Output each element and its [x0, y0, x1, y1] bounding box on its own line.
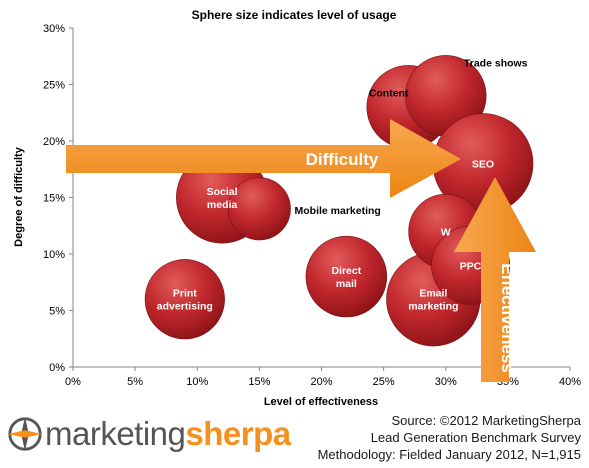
bubble-label: marketing	[408, 301, 458, 313]
bubble-label: mail	[336, 278, 357, 290]
y-tick-label: 0%	[49, 362, 65, 374]
source-note: Source: ©2012 MarketingSherpa Lead Gener…	[318, 412, 581, 463]
bubble-label: W	[441, 226, 451, 238]
y-tick-label: 20%	[43, 136, 65, 148]
effectiveness-arrow-label: Effectiveness	[498, 263, 517, 373]
y-tick-label: 5%	[49, 306, 65, 318]
marketingsherpa-logo: marketingsherpa	[6, 412, 291, 456]
source-line-3: Methodology: Fielded January 2012, N=1,9…	[317, 447, 581, 462]
y-axis-title: Degree of difficulty	[13, 146, 25, 247]
chart-title: Sphere size indicates level of usage	[192, 8, 397, 22]
difficulty-arrow: Difficulty	[66, 119, 461, 198]
bubble-label: advertising	[157, 301, 213, 313]
bubble-label: Trade shows	[464, 58, 528, 70]
x-tick-label: 30%	[435, 376, 457, 388]
logo-text-sherpa: sherpa	[185, 415, 291, 452]
bubble-label: Direct	[331, 265, 361, 277]
bubble-label: media	[207, 199, 238, 211]
source-line-2: Lead Generation Benchmark Survey	[370, 430, 581, 445]
bubble-mobile-marketing	[227, 177, 291, 241]
effectiveness-arrow-shape	[454, 177, 536, 382]
x-axis-title: Level of effectiveness	[264, 396, 378, 408]
y-tick-label: 25%	[43, 80, 65, 92]
bubble-label: Content	[369, 88, 409, 100]
x-tick-label: 5%	[127, 376, 143, 388]
source-line-1: Source: ©2012 MarketingSherpa	[391, 413, 581, 428]
bubble-label: Print	[173, 288, 197, 300]
x-tick-label: 0%	[65, 376, 81, 388]
difficulty-arrow-label: Difficulty	[306, 150, 379, 169]
logo-text-marketing: marketing	[45, 415, 186, 452]
bubble-direct-mail	[305, 235, 388, 318]
x-tick-label: 15%	[248, 376, 270, 388]
bubble-label: Mobile marketing	[295, 205, 381, 217]
x-tick-label: 40%	[559, 376, 581, 388]
x-tick-label: 20%	[310, 376, 332, 388]
bubble-label: Social	[207, 186, 238, 198]
compass-icon	[7, 416, 43, 452]
bubble-chart: Sphere size indicates level of usage 0% 5…	[13, 8, 581, 408]
bubble-label: PPC	[460, 260, 482, 272]
bubble-print-advertising	[144, 259, 225, 340]
x-tick-label: 25%	[373, 376, 395, 388]
x-tick-label: 10%	[186, 376, 208, 388]
y-tick-label: 10%	[43, 249, 65, 261]
difficulty-arrow-shape	[66, 119, 461, 198]
y-tick-label: 15%	[43, 193, 65, 205]
effectiveness-arrow: Effectiveness	[454, 177, 536, 382]
y-tick-group: 0% 5% 10% 15% 20% 25% 30%	[43, 23, 73, 374]
bubble-label: Email	[419, 288, 447, 300]
y-tick-label: 30%	[43, 23, 65, 35]
bubble-label: SEO	[472, 159, 494, 171]
